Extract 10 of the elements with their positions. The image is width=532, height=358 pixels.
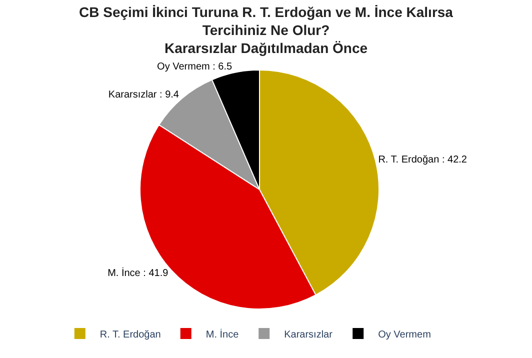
legend-label: M. İnce <box>206 328 240 340</box>
category-label: R. T. Erdoğan : 42.2 <box>378 154 467 166</box>
category-label: M. İnce : 41.9 <box>108 268 168 280</box>
legend-label: Oy Vermem <box>378 329 431 340</box>
category-label: Kararsızlar : 9.4 <box>108 90 179 101</box>
legend-label: Kararsızlar <box>284 329 334 340</box>
category-label: Oy Vermem : 6.5 <box>157 62 232 73</box>
legend-label: R. T. Erdoğan <box>100 329 161 340</box>
chart-subtitle: Kararsızlar Dağıtılmadan Önce <box>164 40 368 56</box>
chart-title: CB Seçimi İkinci Turuna R. T. Erdoğan ve M. İnce Kalırsa Tercihiniz Ne Olur? <box>79 4 454 38</box>
